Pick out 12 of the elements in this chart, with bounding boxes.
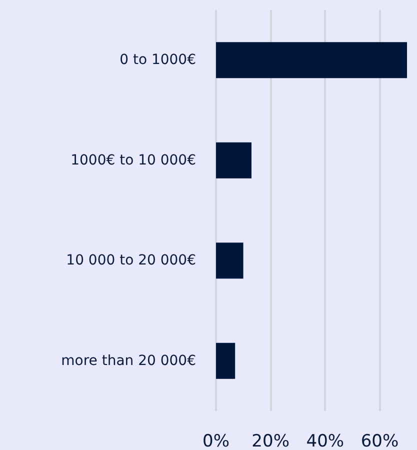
- bar: [216, 242, 244, 279]
- bar: [216, 142, 252, 178]
- x-tick-label: 40%: [306, 432, 344, 450]
- y-tick-label: 1000€ to 10 000€: [70, 152, 196, 168]
- bar: [216, 342, 236, 379]
- x-tick-label: 20%: [252, 432, 290, 450]
- y-tick-label: more than 20 000€: [61, 352, 196, 369]
- y-tick-label: 0 to 1000€: [120, 52, 196, 68]
- y-tick-label: 10 000 to 20 000€: [66, 252, 196, 269]
- bar: [216, 42, 407, 78]
- x-tick-label: 60%: [360, 432, 399, 450]
- x-tick-label: 0%: [202, 432, 230, 450]
